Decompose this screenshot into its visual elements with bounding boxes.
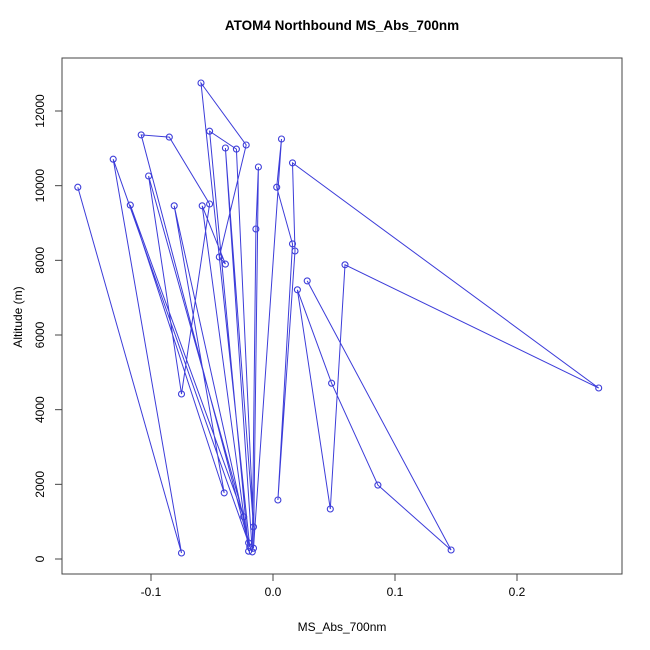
data-point-marker — [177, 549, 186, 557]
data-point-marker — [145, 172, 153, 180]
data-point-marker — [245, 539, 253, 547]
data-point-marker — [341, 261, 349, 269]
data-point-marker — [240, 513, 248, 521]
data-point-marker — [274, 496, 282, 504]
data-point-marker — [126, 201, 134, 209]
y-tick-label: 6000 — [33, 321, 47, 348]
x-tick-label: -0.1 — [141, 585, 162, 599]
data-point-marker — [198, 202, 206, 210]
x-tick-label: 0.1 — [387, 585, 404, 599]
data-point-marker — [206, 200, 214, 208]
data-point-marker — [249, 523, 258, 531]
data-point-marker — [277, 135, 286, 143]
data-point-marker — [74, 183, 82, 191]
data-point-marker — [273, 183, 281, 191]
y-tick-label: 10000 — [33, 169, 47, 203]
data-point-marker — [249, 544, 258, 552]
data-point-marker — [326, 505, 334, 513]
data-point-marker — [447, 546, 455, 554]
data-point-marker — [165, 133, 173, 141]
data-point-marker — [206, 127, 214, 135]
y-tick-label: 4000 — [33, 396, 47, 423]
data-point-marker — [109, 155, 117, 163]
y-tick-label: 8000 — [33, 247, 47, 274]
series-line — [77, 81, 599, 554]
y-tick-label: 2000 — [33, 471, 47, 498]
data-point-marker — [137, 131, 145, 139]
data-point-marker — [220, 489, 228, 497]
data-point-marker — [245, 547, 253, 555]
data-point-marker — [197, 79, 205, 87]
data-point-marker — [254, 163, 262, 171]
data-point-marker — [221, 260, 229, 268]
data-point-marker — [595, 384, 603, 392]
data-point-marker — [242, 141, 250, 149]
data-point-marker — [232, 145, 240, 153]
x-tick-label: 0.2 — [509, 585, 526, 599]
x-tick-label: 0.0 — [265, 585, 282, 599]
data-point-marker — [170, 202, 178, 210]
data-point-marker — [303, 277, 311, 285]
y-tick-label: 0 — [33, 555, 47, 562]
data-point-marker — [328, 379, 336, 387]
data-point-marker — [248, 548, 256, 556]
data-point-marker — [215, 253, 223, 261]
x-axis-label: MS_Abs_700nm — [297, 620, 387, 634]
y-tick-label: 12000 — [33, 94, 47, 128]
data-point-marker — [291, 247, 299, 255]
data-point-marker — [374, 481, 382, 489]
chart-title: ATOM4 Northbound MS_Abs_700nm — [224, 18, 460, 33]
data-point-marker — [252, 225, 260, 233]
data-point-marker — [288, 240, 297, 248]
plot-border — [61, 57, 623, 575]
data-point-marker — [221, 144, 229, 152]
data-point-marker — [288, 159, 297, 167]
data-point-marker — [177, 390, 186, 398]
data-point-marker — [293, 286, 301, 294]
y-axis-label: Altitude (m) — [11, 286, 25, 348]
